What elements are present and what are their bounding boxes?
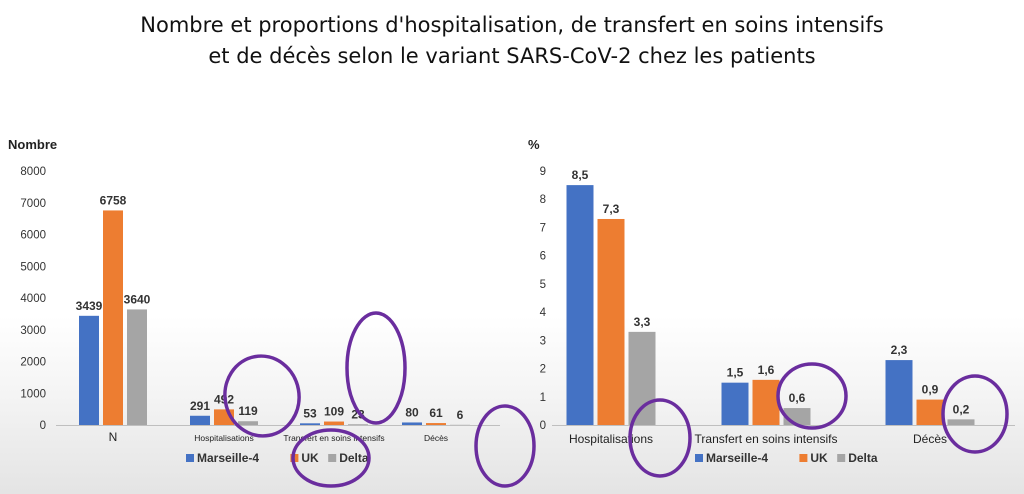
data-label: 3,3 xyxy=(634,315,651,329)
x-category-label: Hospitalisations xyxy=(194,433,254,443)
legend-swatch-marseille-4 xyxy=(186,454,194,462)
bar-delta-transfert-en-soins-intensifs xyxy=(348,424,368,425)
data-label: 6758 xyxy=(100,193,127,207)
bar-delta-deces xyxy=(947,419,975,425)
bar-uk-transfert-en-soins-intensifs xyxy=(324,421,344,425)
x-category-label: Transfert en soins intensifs xyxy=(283,433,384,443)
data-label: 8,5 xyxy=(572,168,589,182)
title-line-1: Nombre et proportions d'hospitalisation,… xyxy=(140,13,884,37)
x-category-label: Décès xyxy=(424,433,448,443)
y-tick-label: 7000 xyxy=(20,198,46,210)
y-tick-label: 4 xyxy=(540,307,547,319)
y-tick-label: 0 xyxy=(540,420,546,432)
y-tick-label: 3 xyxy=(540,335,546,347)
data-label: 53 xyxy=(303,406,317,420)
y-tick-label: 3000 xyxy=(20,325,46,337)
data-label: 119 xyxy=(238,404,258,418)
y-tick-label: 9 xyxy=(540,166,546,178)
annotation-circle xyxy=(941,374,1009,454)
data-label: 1,6 xyxy=(758,363,775,377)
data-label: 80 xyxy=(405,405,419,419)
annotation-circle xyxy=(474,404,536,488)
chart-count: Nombre 0 1000 2000 3000 4000 5000 6000 7000 8000 3… xyxy=(8,137,500,465)
y-tick-label: 0 xyxy=(40,420,46,432)
bar-marseille-4-hospitalisations xyxy=(566,185,594,425)
bar-uk-deces xyxy=(916,399,944,425)
y-tick-label: 2 xyxy=(540,364,546,376)
legend-swatch-uk xyxy=(799,454,808,462)
x-category-label: N xyxy=(109,430,118,444)
legend-label-delta: Delta xyxy=(339,451,369,465)
data-label: 3640 xyxy=(124,292,151,306)
bar-marseille-4-hospitalisations xyxy=(190,415,210,425)
legend-label-marseille-4: Marseille-4 xyxy=(197,451,259,465)
y-tick-label: 7 xyxy=(540,222,546,234)
y-axis-title: Nombre xyxy=(8,137,57,152)
annotation-circles xyxy=(223,311,1009,488)
bar-marseille-4-deces xyxy=(885,360,913,425)
legend-label-uk: UK xyxy=(810,451,828,465)
y-tick-label: 1 xyxy=(540,392,546,404)
annotation-circle xyxy=(776,362,848,430)
x-category-label: Transfert en soins intensifs xyxy=(695,432,838,446)
x-category-label: Décès xyxy=(913,432,947,446)
y-tick-label: 5 xyxy=(540,279,546,291)
bar-marseille-4-n xyxy=(79,315,99,425)
bar-uk-deces xyxy=(426,423,446,425)
y-tick-label: 6 xyxy=(540,251,546,263)
y-axis-title: % xyxy=(528,137,540,152)
data-label: 1,5 xyxy=(727,366,744,380)
data-label: 6 xyxy=(457,408,464,422)
data-label: 7,3 xyxy=(603,202,620,216)
bar-uk-hospitalisations xyxy=(597,218,625,425)
bar-delta-hospitalisations xyxy=(238,421,258,425)
y-tick-label: 6000 xyxy=(20,230,46,242)
y-tick-label: 8000 xyxy=(20,166,46,178)
chart-percent: % 0 1 2 3 4 5 6 7 8 9 8,5 7,3 3,3 Hospitalisations 1,5 1… xyxy=(528,137,1015,465)
y-tick-label: 5000 xyxy=(20,261,46,273)
title-line-2: et de décès selon le variant SARS-CoV-2 … xyxy=(208,44,816,68)
y-tick-label: 4000 xyxy=(20,293,46,305)
bar-delta-hospitalisations xyxy=(628,331,656,425)
data-label: 291 xyxy=(190,399,210,413)
annotation-circle xyxy=(628,398,692,478)
legend-label-uk: UK xyxy=(301,451,319,465)
annotation-circle xyxy=(291,428,371,488)
bar-delta-n xyxy=(127,309,147,425)
bar-uk-transfert-en-soins-intensifs xyxy=(752,379,780,425)
legend-label-delta: Delta xyxy=(848,451,878,465)
y-tick-label: 8 xyxy=(540,194,546,206)
bar-marseille-4-transfert-en-soins-intensifs xyxy=(300,423,320,425)
data-label: 0,2 xyxy=(953,402,970,416)
data-label: 109 xyxy=(324,405,344,419)
x-category-label: Hospitalisations xyxy=(569,432,653,446)
y-tick-label: 1000 xyxy=(20,388,46,400)
data-label: 61 xyxy=(429,406,443,420)
annotation-circle xyxy=(345,311,407,425)
data-label: 0,6 xyxy=(789,391,806,405)
page-title: Nombre et proportions d'hospitalisation,… xyxy=(0,10,1024,72)
legend-label-marseille-4: Marseille-4 xyxy=(706,451,768,465)
annotation-circle xyxy=(223,354,301,438)
y-tick-label: 2000 xyxy=(20,357,46,369)
data-label: 0,9 xyxy=(922,383,939,397)
legend-swatch-marseille-4 xyxy=(695,454,703,462)
data-label: 3439 xyxy=(76,299,103,313)
bar-marseille-4-transfert-en-soins-intensifs xyxy=(721,382,749,425)
data-label: 2,3 xyxy=(891,343,908,357)
legend-swatch-delta xyxy=(328,454,337,462)
legend-swatch-delta xyxy=(837,454,846,462)
bar-uk-n xyxy=(103,210,123,425)
bar-marseille-4-deces xyxy=(402,422,422,425)
